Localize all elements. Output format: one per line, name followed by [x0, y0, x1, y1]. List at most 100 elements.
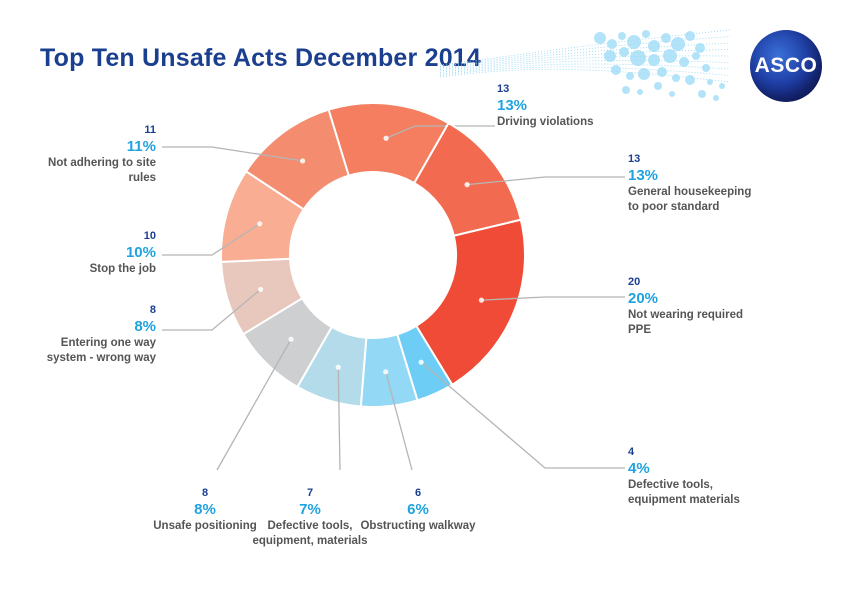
leader-dot: [335, 364, 341, 370]
slice-name: Entering one way system - wrong way: [46, 337, 156, 364]
leader-line: [162, 146, 303, 162]
slice-name: Defective tools, equipment, materials: [252, 520, 368, 547]
slice-count: 6: [414, 487, 422, 499]
slice-percent: 4%: [628, 460, 650, 478]
slice-name: Driving violations: [497, 116, 594, 129]
slice-label: 8 8% Entering one way system - wrong way: [0, 303, 156, 366]
slice-count: 13: [497, 83, 510, 95]
map-bubble: [692, 52, 700, 60]
leader-line: [216, 338, 292, 471]
map-bubble: [648, 40, 660, 52]
slice-label: 20 20% Not wearing required PPE: [628, 275, 818, 338]
slice-count: 8: [149, 304, 156, 316]
map-swoosh-line: [440, 68, 730, 83]
map-bubble: [648, 54, 660, 66]
slice-count: 8: [201, 487, 209, 499]
slice-count: 4: [628, 446, 635, 458]
leader-line: [467, 176, 625, 186]
slice-label: 4 4% Defective tools, equipment materials: [628, 445, 818, 508]
slice-count: 11: [144, 124, 156, 136]
map-bubble: [654, 82, 662, 90]
slice-count: 13: [628, 153, 641, 165]
page-title: Top Ten Unsafe Acts December 2014: [40, 44, 482, 72]
slice-label: 13 13% Driving violations: [497, 82, 687, 130]
slice-name: General housekeeping to poor standard: [628, 186, 752, 213]
slice-percent: 6%: [407, 501, 429, 519]
map-bubble: [663, 49, 677, 63]
slice-percent: 20%: [628, 290, 659, 308]
asco-logo: ASCO: [750, 30, 822, 102]
logo-text: ASCO: [754, 54, 818, 77]
slice-label: 11 11% Not adhering to site rules: [0, 123, 156, 186]
slice-name: Defective tools, equipment materials: [628, 479, 740, 506]
map-bubble: [627, 35, 641, 49]
map-swoosh-line: [440, 60, 730, 73]
slice-percent: 13%: [497, 97, 528, 115]
map-bubble: [604, 50, 616, 62]
map-bubble: [637, 89, 643, 95]
slice-name: Stop the job: [89, 263, 156, 276]
leader-dot: [300, 158, 306, 164]
map-bubble: [638, 68, 650, 80]
map-bubble: [671, 37, 685, 51]
map-bubble: [719, 83, 725, 89]
slice-percent: 11%: [126, 138, 156, 156]
leader-dot: [383, 369, 389, 375]
leader-line: [420, 361, 625, 469]
map-bubble: [672, 74, 680, 82]
map-bubble: [679, 57, 689, 67]
map-swoosh-line: [440, 63, 730, 75]
leader-line: [162, 223, 261, 256]
slice-label: 8 8% Unsafe positioning: [110, 486, 300, 534]
map-bubble: [695, 43, 705, 53]
leader-dot: [288, 336, 294, 342]
leader-dot: [383, 135, 389, 141]
map-bubble: [630, 50, 646, 66]
slice-percent: 8%: [134, 318, 156, 336]
slice-count: 7: [306, 487, 314, 499]
map-bubble: [661, 33, 671, 43]
map-bubble: [622, 86, 630, 94]
slice-label: 13 13% General housekeeping to poor standa…: [628, 152, 818, 215]
leader-dot: [478, 297, 485, 303]
map-swoosh-line: [440, 66, 730, 76]
map-bubble: [619, 47, 629, 57]
map-bubble: [669, 91, 675, 97]
map-bubble: [594, 32, 606, 44]
map-bubble: [707, 79, 713, 85]
world-map-graphic: [440, 29, 730, 101]
slice-label: 10 10% Stop the job: [0, 229, 156, 277]
leader-line: [481, 296, 625, 301]
slice-label: 6 6% Obstructing walkway: [323, 486, 513, 534]
map-bubble: [607, 39, 617, 49]
leader-line: [337, 367, 341, 471]
map-bubble: [698, 90, 706, 98]
leader-dot: [258, 286, 264, 292]
leader-line: [385, 371, 413, 471]
map-bubble: [618, 32, 626, 40]
slice-percent: 13%: [628, 167, 659, 185]
map-bubble: [685, 75, 695, 85]
slice-name: Unsafe positioning: [153, 520, 257, 533]
slice-name: Not adhering to site rules: [48, 157, 156, 184]
leader-dot: [257, 221, 263, 227]
map-swoosh-line: [440, 49, 730, 70]
slice-percent: 7%: [299, 501, 321, 519]
leader-dot: [418, 359, 424, 365]
slice-count: 10: [143, 230, 156, 242]
map-bubble: [713, 95, 719, 101]
donut-slice: [414, 218, 526, 387]
map-bubble: [657, 67, 667, 77]
map-bubble: [642, 30, 650, 38]
slice-name: Not wearing required PPE: [628, 309, 744, 336]
leader-line: [385, 125, 495, 139]
slice-percent: 8%: [194, 501, 216, 519]
map-bubble: [685, 31, 695, 41]
map-swoosh-line: [440, 55, 730, 72]
slice-percent: 10%: [125, 244, 156, 262]
map-swoosh-line: [440, 29, 730, 66]
slice-name: Obstructing walkway: [360, 520, 476, 533]
slice-count: 20: [628, 276, 641, 288]
map-bubble: [702, 64, 710, 72]
